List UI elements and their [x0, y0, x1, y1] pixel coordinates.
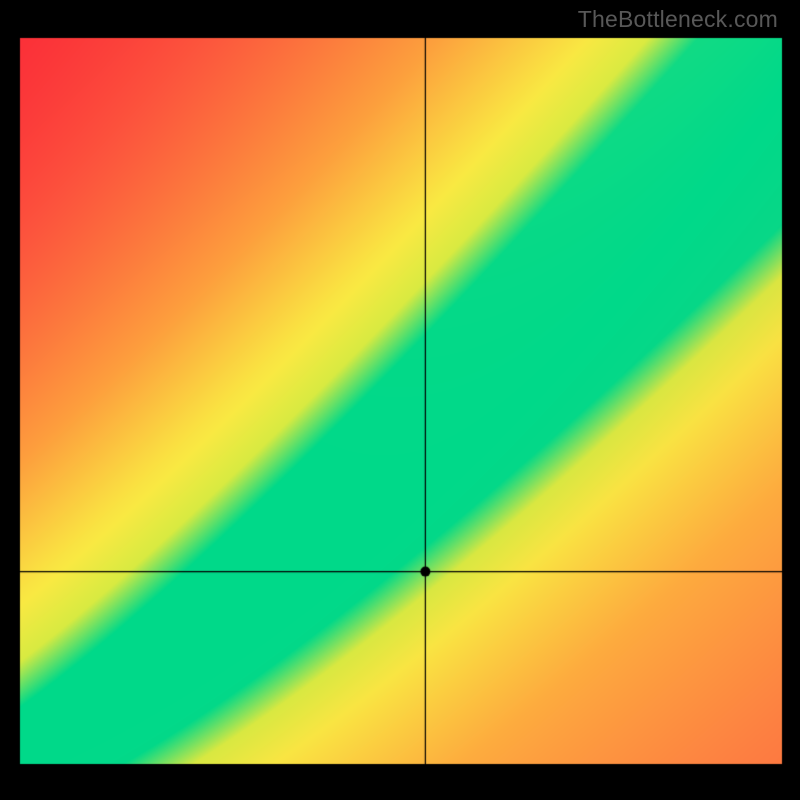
- watermark-label: TheBottleneck.com: [578, 6, 778, 33]
- bottleneck-heatmap: [0, 0, 800, 800]
